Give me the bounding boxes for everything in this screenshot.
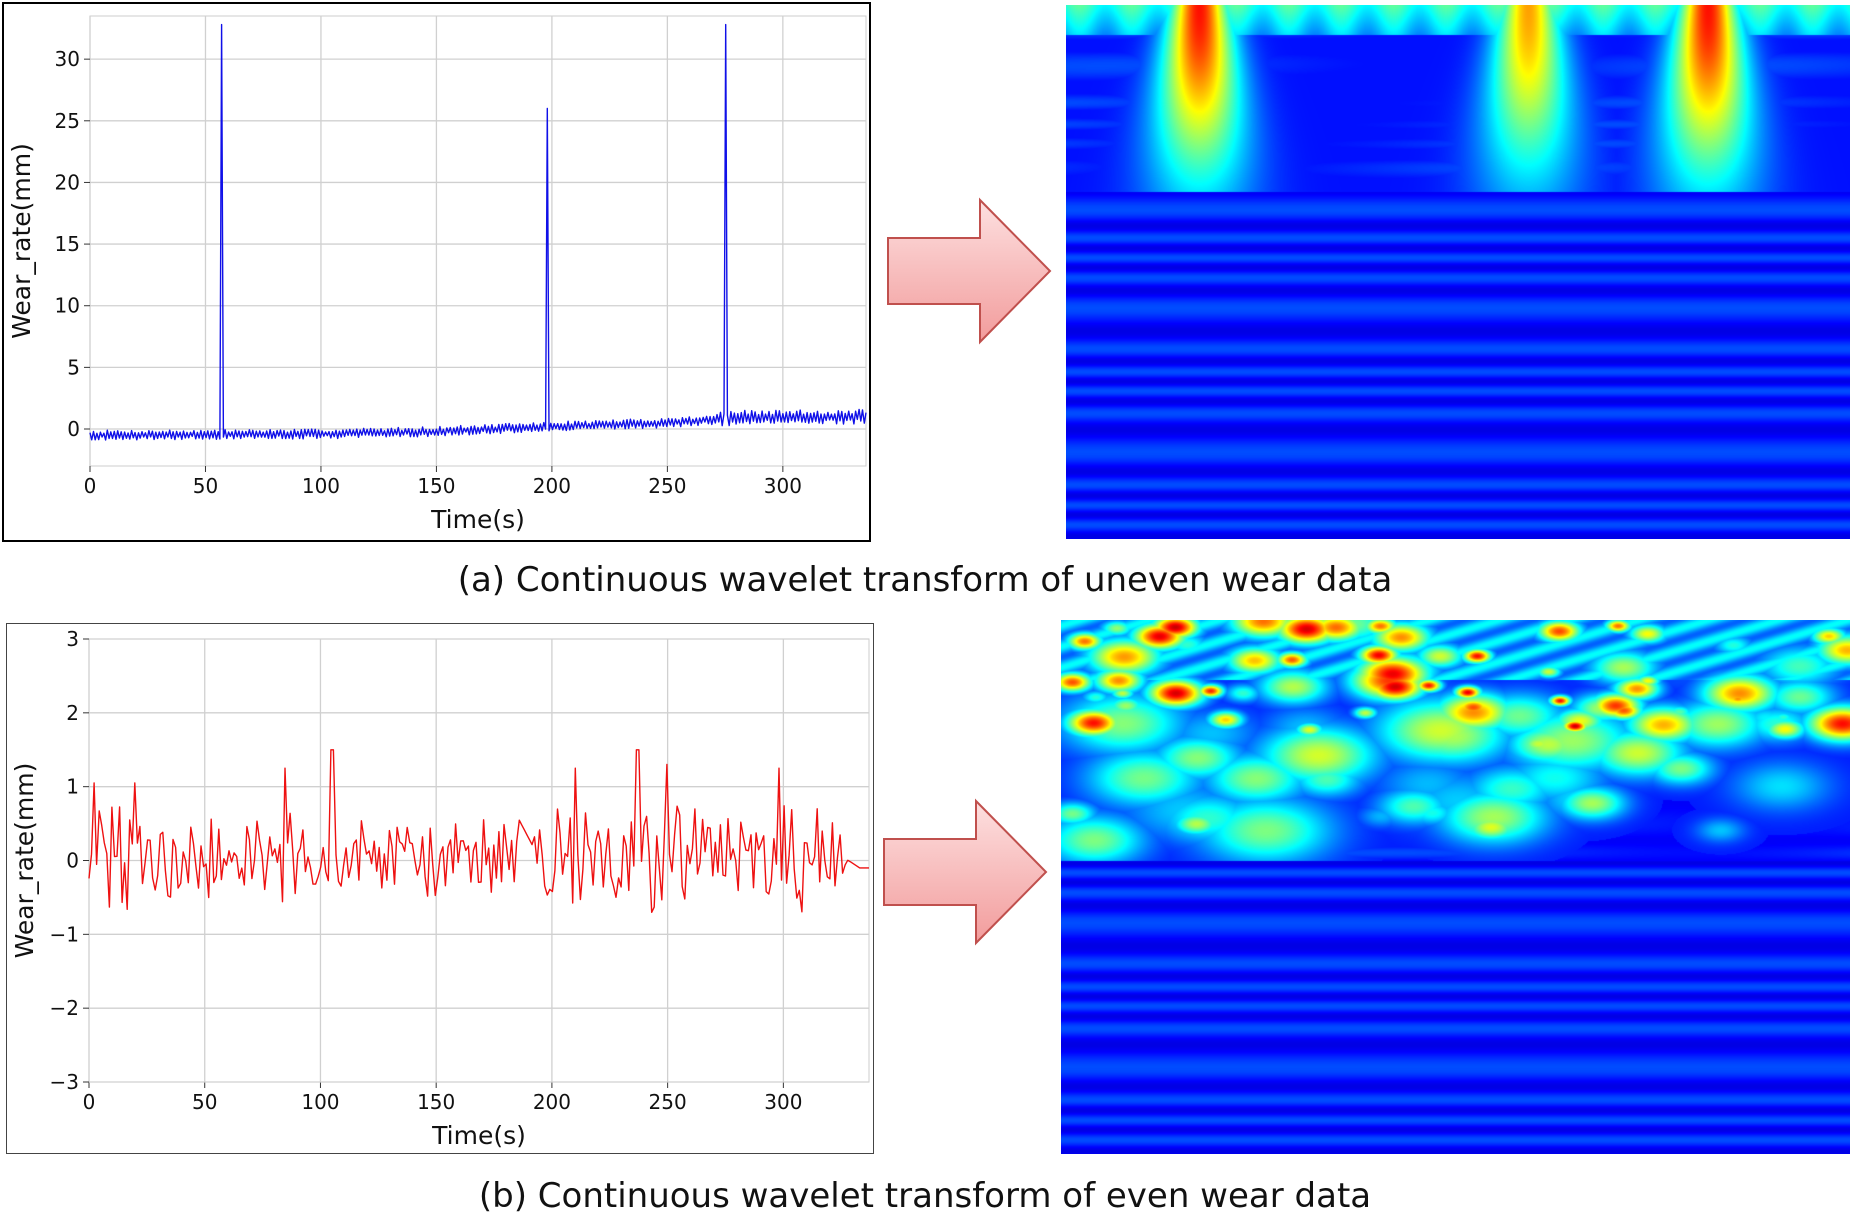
x-tick-label: 300 xyxy=(764,1090,802,1114)
wavelet-scalogram-a xyxy=(1066,5,1850,539)
y-tick-label: 15 xyxy=(55,232,80,256)
y-tick-label: 30 xyxy=(55,47,80,71)
y-tick-label: 1 xyxy=(66,775,79,799)
right-arrow-icon xyxy=(884,196,1054,346)
y-tick-label: 0 xyxy=(67,417,80,441)
x-tick-label: 250 xyxy=(649,1090,687,1114)
x-tick-label: 150 xyxy=(417,474,455,498)
x-tick-label: 150 xyxy=(417,1090,455,1114)
y-tick-label: −3 xyxy=(50,1070,79,1094)
y-tick-label: 0 xyxy=(66,849,79,873)
y-tick-label: 3 xyxy=(66,627,79,651)
y-tick-label: −2 xyxy=(50,996,79,1020)
x-tick-label: 300 xyxy=(764,474,802,498)
x-tick-label: 0 xyxy=(83,1090,96,1114)
y-axis-label: Wear_rate(mm) xyxy=(7,143,36,339)
y-tick-label: 5 xyxy=(67,355,80,379)
arrow-a-svg xyxy=(884,196,1054,346)
y-tick-label: 25 xyxy=(55,109,80,133)
x-tick-label: 0 xyxy=(84,474,97,498)
arrow-b-svg xyxy=(880,797,1050,947)
x-tick-label: 50 xyxy=(193,474,218,498)
y-axis-label: Wear_rate(mm) xyxy=(10,763,39,959)
y-tick-label: 2 xyxy=(66,701,79,725)
x-tick-label: 200 xyxy=(533,474,571,498)
right-arrow-icon xyxy=(880,797,1050,947)
chart-b-svg: 0 50 100 150 200 250 300 −3 −2 −1 0 1 2 3 Time(s) Wear_… xyxy=(7,624,872,1152)
plot-area-a xyxy=(90,16,866,466)
x-tick-label: 250 xyxy=(648,474,686,498)
y-tick-label: 10 xyxy=(55,294,80,318)
x-tick-label: 200 xyxy=(533,1090,571,1114)
wavelet-scalogram-b xyxy=(1061,620,1850,1154)
x-axis-label: Time(s) xyxy=(431,1121,526,1150)
y-tick-label: 20 xyxy=(55,170,80,194)
y-tick-label: −1 xyxy=(50,922,79,946)
chart-a-svg: 0 50 100 150 200 250 300 0 5 10 15 20 25 30 Time(s) Wea… xyxy=(4,4,869,540)
x-tick-label: 100 xyxy=(302,474,340,498)
caption-b: (b) Continuous wavelet transform of even… xyxy=(0,1176,1850,1216)
wear-rate-series-a xyxy=(90,25,866,440)
x-tick-label: 50 xyxy=(192,1090,217,1114)
x-axis-label: Time(s) xyxy=(430,505,525,534)
caption-a: (a) Continuous wavelet transform of unev… xyxy=(0,560,1850,600)
wear-rate-series-b xyxy=(89,750,869,913)
wear-rate-line-chart-b: 0 50 100 150 200 250 300 −3 −2 −1 0 1 2 3 Time(s) Wear_… xyxy=(6,623,874,1154)
x-tick-label: 100 xyxy=(301,1090,339,1114)
wear-rate-line-chart-a: 0 50 100 150 200 250 300 0 5 10 15 20 25 30 Time(s) Wea… xyxy=(2,2,871,542)
